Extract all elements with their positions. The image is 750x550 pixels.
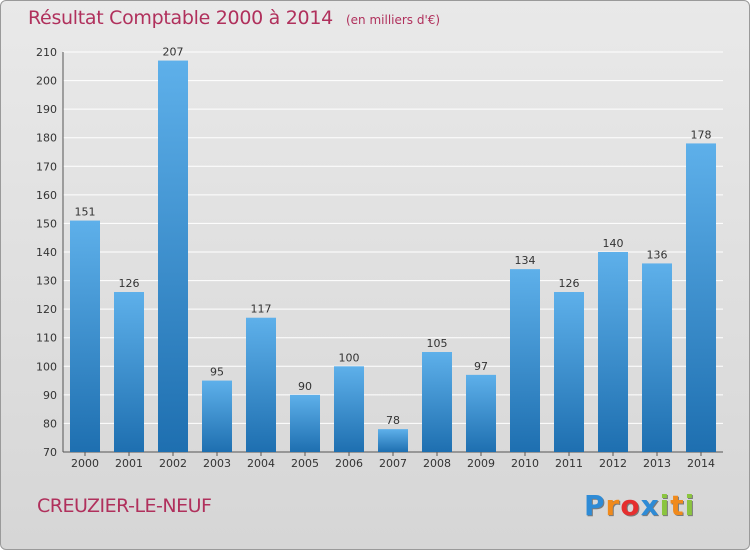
value-label-2001: 126 [119, 277, 140, 290]
bar-2005 [290, 394, 320, 452]
bar-2004 [246, 317, 276, 452]
x-tick-label-2008: 2008 [423, 457, 451, 470]
y-tick-label: 130 [36, 275, 57, 288]
value-labels: 151 126 207 95 117 90 100 78 105 97 134 126 140 136 17… [75, 46, 712, 428]
bar-2008 [422, 352, 452, 452]
bar-2003 [202, 380, 232, 452]
x-tick-label-2004: 2004 [247, 457, 275, 470]
y-tick-label: 150 [36, 217, 57, 230]
bars [70, 60, 716, 452]
bar-2012 [598, 252, 628, 452]
bar-2001 [114, 292, 144, 452]
x-tick-label-2003: 2003 [203, 457, 231, 470]
x-tick-label-2011: 2011 [555, 457, 583, 470]
y-tick-label: 190 [36, 103, 57, 116]
logo-letter: t [670, 489, 685, 522]
proxiti-logo: Proxiti [584, 489, 695, 522]
value-label-2013: 136 [647, 248, 668, 261]
value-label-2011: 126 [559, 277, 580, 290]
x-tick-label-2002: 2002 [159, 457, 187, 470]
bar-2010 [510, 269, 540, 452]
x-tick-label-2001: 2001 [115, 457, 143, 470]
bar-2000 [70, 220, 100, 452]
logo-letter: i [659, 489, 671, 522]
value-label-2012: 140 [603, 237, 624, 250]
value-label-2008: 105 [427, 337, 448, 350]
x-tick-label-2000: 2000 [71, 457, 99, 470]
title-row: Résultat Comptable 2000 à 2014 (en milli… [28, 7, 440, 29]
value-label-2007: 78 [386, 414, 400, 427]
value-label-2010: 134 [515, 254, 536, 267]
y-tick-label: 110 [36, 332, 57, 345]
logo-letter: x [640, 489, 660, 522]
y-tick-label: 210 [36, 46, 57, 59]
logo-letter: P [584, 489, 606, 522]
value-label-2005: 90 [298, 380, 312, 393]
y-tick-label: 100 [36, 360, 57, 373]
y-tick-label: 170 [36, 160, 57, 173]
value-label-2002: 207 [163, 46, 184, 59]
bar-2011 [554, 292, 584, 452]
y-tick-label: 200 [36, 75, 57, 88]
x-tick-label-2007: 2007 [379, 457, 407, 470]
x-tick-label-2010: 2010 [511, 457, 539, 470]
value-label-2014: 178 [691, 128, 712, 141]
bar-2014 [686, 143, 716, 452]
y-tick-label: 180 [36, 132, 57, 145]
bar-2009 [466, 374, 496, 452]
chart-title: Résultat Comptable 2000 à 2014 [28, 7, 333, 29]
value-label-2006: 100 [339, 351, 360, 364]
x-tick-label-2012: 2012 [599, 457, 627, 470]
logo-letter: r [605, 489, 621, 522]
value-label-2009: 97 [474, 360, 488, 373]
bar-2007 [378, 429, 408, 452]
x-tick-label-2009: 2009 [467, 457, 495, 470]
y-tick-label: 160 [36, 189, 57, 202]
x-tick-label-2014: 2014 [687, 457, 715, 470]
x-tick-label-2006: 2006 [335, 457, 363, 470]
bar-2013 [642, 263, 672, 452]
logo-letter: i [684, 489, 696, 522]
value-label-2000: 151 [75, 206, 96, 219]
x-tick-label-2013: 2013 [643, 457, 671, 470]
y-tick-label: 80 [43, 417, 57, 430]
x-tick-label-2005: 2005 [291, 457, 319, 470]
value-label-2004: 117 [251, 303, 272, 316]
commune-name: CREUZIER-LE-NEUF [37, 495, 212, 517]
y-tick-label: 70 [43, 446, 57, 459]
y-tick-label: 120 [36, 303, 57, 316]
y-tick-label: 140 [36, 246, 57, 259]
y-tick-label: 90 [43, 389, 57, 402]
value-label-2003: 95 [210, 366, 224, 379]
bar-2006 [334, 366, 364, 452]
bar-2002 [158, 60, 188, 452]
chart-subtitle: (en milliers d'€) [345, 13, 441, 27]
logo-letter: o [620, 489, 641, 522]
